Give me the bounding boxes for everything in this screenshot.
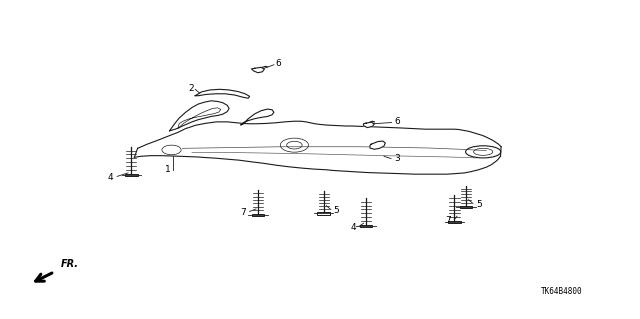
Text: 5: 5 <box>476 200 481 209</box>
Text: 5: 5 <box>334 206 339 215</box>
Polygon shape <box>364 122 374 128</box>
Text: 1: 1 <box>165 165 170 174</box>
Text: 7: 7 <box>445 216 451 225</box>
Polygon shape <box>252 67 264 73</box>
FancyBboxPatch shape <box>448 221 461 223</box>
FancyBboxPatch shape <box>125 174 138 176</box>
Text: 6: 6 <box>394 117 399 126</box>
Text: 4: 4 <box>108 173 113 182</box>
Text: 2: 2 <box>188 84 193 93</box>
Text: 7: 7 <box>241 208 246 217</box>
FancyBboxPatch shape <box>460 206 472 208</box>
Text: TK64B4800: TK64B4800 <box>541 287 583 296</box>
Polygon shape <box>370 141 385 149</box>
FancyBboxPatch shape <box>360 225 372 227</box>
Text: FR.: FR. <box>61 259 79 269</box>
FancyBboxPatch shape <box>252 214 264 216</box>
Text: 3: 3 <box>394 154 399 163</box>
FancyBboxPatch shape <box>317 212 330 215</box>
Polygon shape <box>195 89 250 98</box>
Text: 6: 6 <box>276 59 281 68</box>
Text: 4: 4 <box>351 223 356 232</box>
